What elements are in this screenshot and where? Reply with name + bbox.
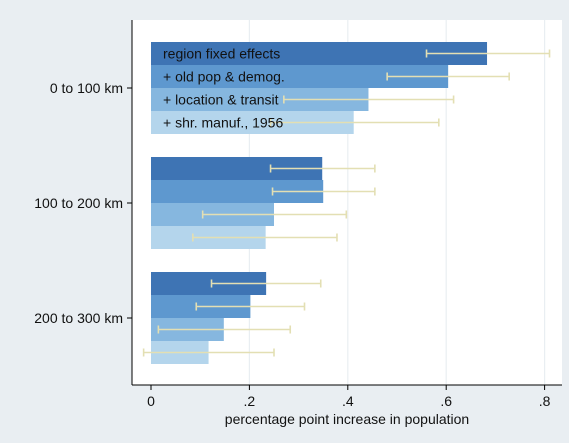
x-tick-label: .6 [440,393,452,409]
x-tick-label: .8 [539,393,551,409]
legend-entry: region fixed effects [163,46,280,62]
bars [151,42,488,364]
bar [151,111,354,134]
bar [151,65,449,88]
x-tick-label: 0 [147,393,155,409]
bar [151,272,267,295]
legend-entry: + location & transit [163,92,279,108]
error-bars [142,49,551,357]
legend-entry: + shr. manuf., 1956 [163,115,283,131]
x-axis-title: percentage point increase in population [225,411,469,427]
legend: region fixed effects + old pop & demog. + … [163,46,285,131]
x-axis-ticks: 0 .2 .4 .6 .8 [147,385,551,409]
y-tick-label: 200 to 300 km [34,310,123,326]
y-tick-label: 100 to 200 km [34,195,123,211]
bar [151,180,324,203]
y-tick-label: 0 to 100 km [50,80,123,96]
x-tick-label: .2 [244,393,256,409]
y-axis-ticks: 0 to 100 km 100 to 200 km 200 to 300 km [34,80,132,326]
x-tick-label: .4 [342,393,354,409]
bar [151,157,323,180]
bar [151,88,369,111]
bar [151,42,488,65]
legend-entry: + old pop & demog. [163,69,285,85]
